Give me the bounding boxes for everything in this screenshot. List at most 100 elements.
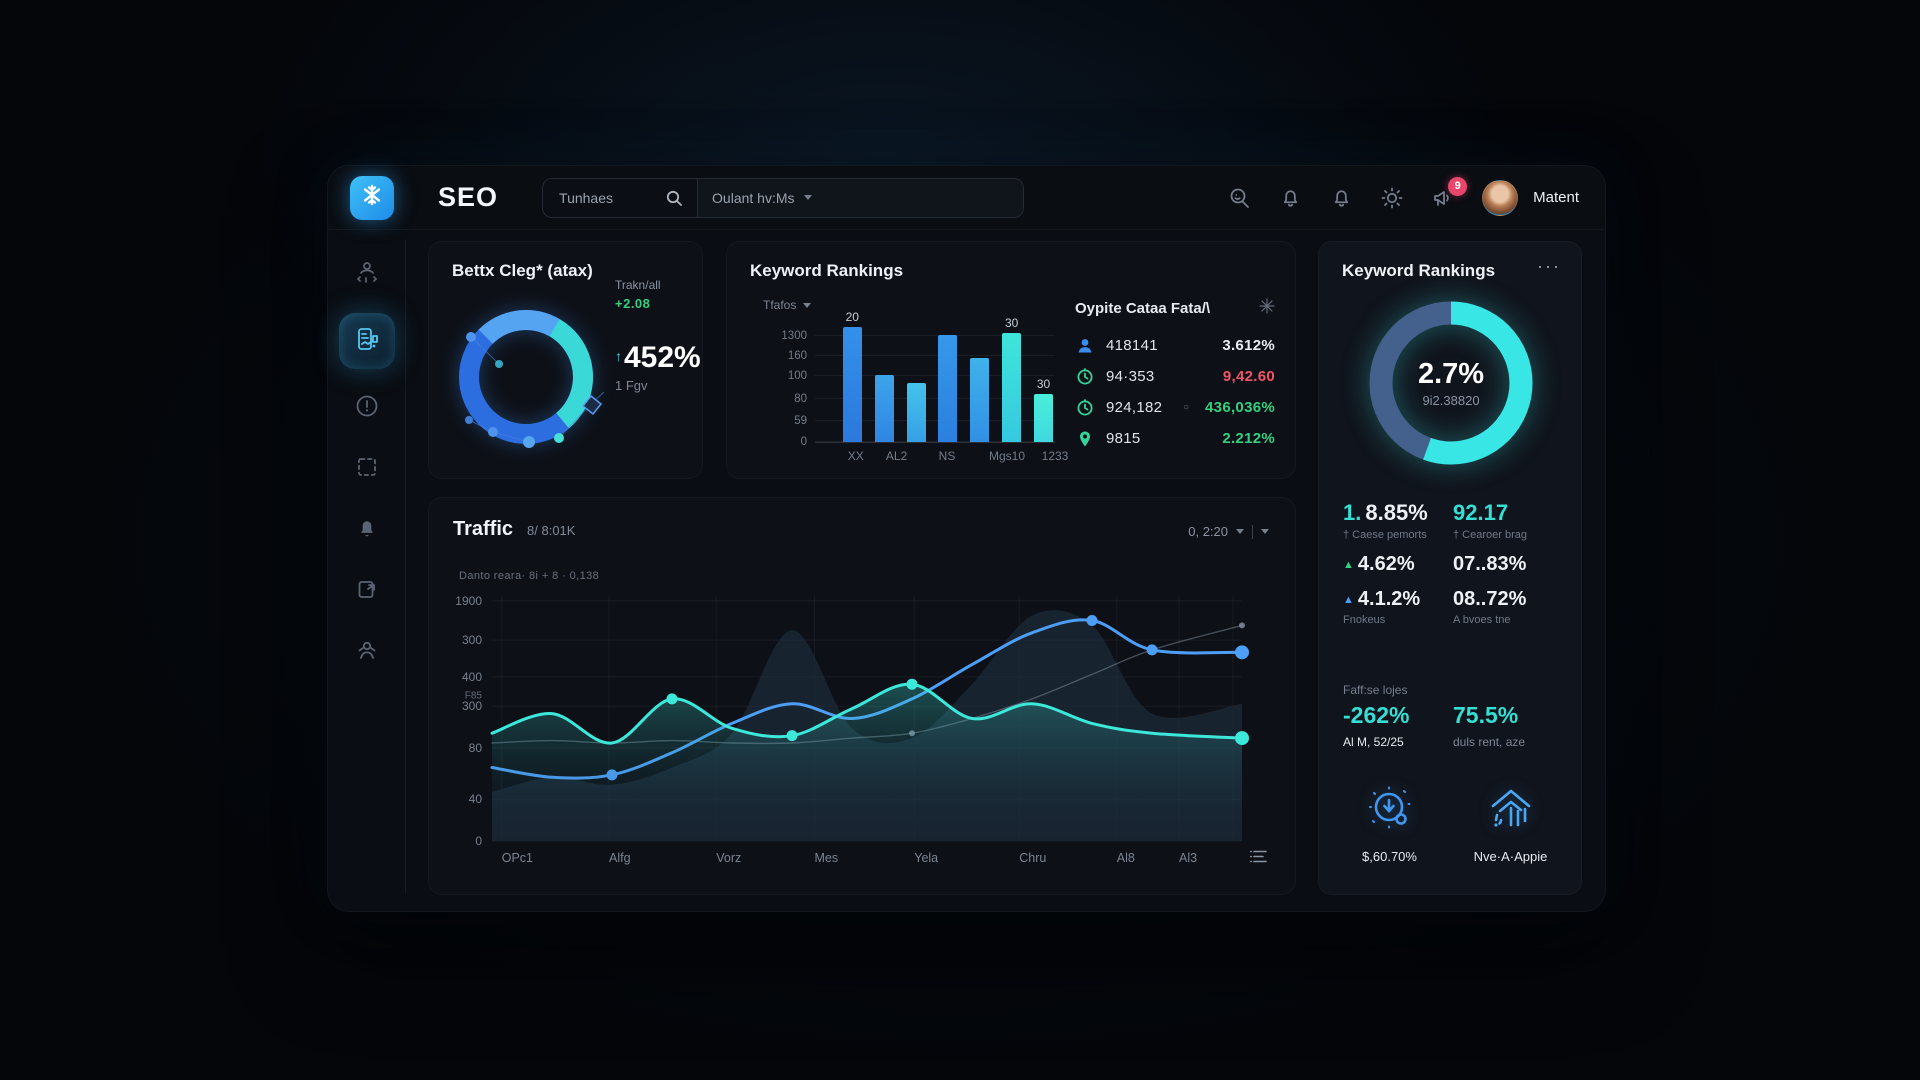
keyword-stats: Oypite Cataa Fata/\ 418141 3.612% 94·353 9,…: [1075, 298, 1275, 454]
settings-sun-icon[interactable]: [1380, 186, 1404, 210]
search-bar: Oulant hv:Ms: [542, 177, 1025, 218]
panel-action-download[interactable]: $,60.70%: [1329, 782, 1450, 864]
arrow-up-icon: ▲: [1343, 558, 1354, 571]
circle-download-icon: [1364, 782, 1416, 839]
panel-stat-4: 07..83%: [1453, 553, 1527, 575]
panel-title: Keyword Rankings: [1342, 261, 1496, 280]
bell-icon: [354, 515, 380, 546]
dashboard-window: SEO Oulant hv:Ms: [327, 165, 1606, 912]
user-name: Matent: [1533, 189, 1579, 206]
notification-badge: 9: [1448, 176, 1468, 196]
bar-1[interactable]: 20: [842, 310, 862, 442]
bell-icon-2[interactable]: [1329, 186, 1353, 210]
device-analytics-icon: [352, 324, 382, 359]
keyword-stat-row-1: 418141 3.612%: [1075, 330, 1275, 361]
arrow-up-icon: ↑: [615, 348, 622, 364]
megaphone-icon[interactable]: 9: [1431, 176, 1468, 210]
clock-icon: [1075, 398, 1095, 417]
page-title: SEO: [438, 182, 499, 212]
sidebar-item-profile[interactable]: [345, 630, 389, 674]
panel-stat-7: -262% Al M, 52/25: [1343, 702, 1410, 749]
traffic-chart: 1900 300 400 F85 300 80 40 0 OPc1 Alfg Vorz Mes Yel…: [455, 594, 1267, 865]
search-input[interactable]: [543, 189, 662, 206]
bar-chart-filter[interactable]: Tfafos: [763, 298, 812, 312]
avatar[interactable]: [1482, 179, 1519, 216]
beta-metric-delta: +2.08: [615, 296, 651, 311]
app-logo[interactable]: [350, 175, 394, 220]
chevron-down-icon: [1236, 529, 1244, 534]
team-settings-icon: [354, 259, 380, 290]
card-keyword-rankings: Keyword Rankings Tfafos 1300 160 100 80 59 0 …: [726, 241, 1296, 479]
bell-icon[interactable]: [1278, 186, 1302, 210]
traffic-subtitle: 8/ 8:01K: [527, 523, 576, 538]
bar-3[interactable]: [906, 382, 926, 442]
panel-stat-8: 75.5% duls rent, aze: [1453, 702, 1526, 749]
person-share-icon: [354, 637, 380, 668]
keyword-stats-header: Oypite Cataa Fata/\: [1075, 298, 1275, 318]
panel-section-grid: -262% Al M, 52/25 75.5% duls rent, aze: [1343, 702, 1563, 749]
pin-icon: [1075, 430, 1095, 448]
clock-icon: [1075, 367, 1095, 386]
sidebar-item-team-settings[interactable]: [345, 252, 389, 296]
traffic-range-value: 0, 2:20: [1188, 524, 1228, 539]
circle-marker-icon: ○: [1182, 402, 1190, 413]
sidebar: [328, 230, 406, 911]
beta-metric-value: ↑452%: [615, 341, 701, 374]
snowflake-icon: [360, 183, 384, 212]
keyword-stat-row-2: 94·353 9,42.60: [1075, 361, 1275, 392]
chevron-down-icon: [1261, 529, 1269, 534]
panel-donut-center: 2.7% 9i2.38820: [1366, 298, 1536, 468]
bar-6[interactable]: 30: [1002, 316, 1022, 442]
keyword-bar-area: Tfafos 1300 160 100 80 59 0 XX AL2 NS Mgs10 1233 …: [763, 298, 1069, 464]
search-icon[interactable]: [665, 189, 683, 207]
filter-dropdown[interactable]: Oulant hv:Ms: [697, 178, 1024, 217]
panel-keyword-rankings: Keyword Rankings ··· 2.7% 9i2.38820 1. 8.…: [1318, 241, 1582, 895]
keyword-stats-rows: 418141 3.612% 94·353 9,42.60 924,182 ○ 436,036…: [1075, 330, 1275, 454]
user-search-icon[interactable]: [1227, 186, 1251, 210]
card-traffic: Traffic 8/ 8:01K 0, 2:20 Danto reara· 8i…: [428, 497, 1296, 895]
beta-donut-chart: [451, 302, 605, 452]
chevron-down-icon: [803, 302, 812, 308]
beta-metric-sub: 1 Fgv: [615, 378, 648, 393]
panel-donut-chart: 2.7% 9i2.38820: [1366, 298, 1536, 468]
topbar: SEO Oulant hv:Ms: [328, 166, 1605, 230]
bar-4[interactable]: [938, 335, 958, 442]
panel-donut-sub: 9i2.38820: [1422, 393, 1480, 408]
selection-frame-icon: [354, 454, 380, 485]
bar-5[interactable]: [970, 358, 990, 442]
snowflake-icon[interactable]: [1259, 298, 1275, 318]
arrow-up-icon: ▲: [1343, 593, 1354, 606]
topbar-actions: 9 Matent: [1227, 176, 1579, 216]
filter-value: Oulant hv:Ms: [712, 189, 795, 206]
card-keyword-title: Keyword Rankings: [750, 261, 904, 280]
sidebar-item-selection[interactable]: [345, 447, 389, 491]
traffic-legend: Danto reara· 8i + 8 · 0,138: [459, 570, 600, 582]
beta-metric-label: Trakn/all: [615, 278, 661, 292]
panel-stats-grid: 1. 8.85% † Caese pemorts 92.17 † Cearoer …: [1343, 500, 1563, 634]
alert-circle-icon: [354, 393, 380, 424]
bar-2[interactable]: [874, 374, 894, 442]
panel-bottom-icons: $,60.70% Nve·A·Appie: [1329, 782, 1571, 864]
keyword-bar-chart: 1300 160 100 80 59 0 XX AL2 NS Mgs10 1233 20 30 30: [781, 310, 1069, 463]
traffic-range-dropdown[interactable]: 0, 2:20: [1188, 524, 1269, 539]
panel-stat-5: ▲ 4.1.2% Fnokeus: [1343, 588, 1421, 626]
panel-stat-6: 08..72% A bvoes tne: [1453, 588, 1527, 626]
panel-section-label: Faff:se lojes: [1343, 683, 1408, 697]
panel-stat-3: ▲ 4.62%: [1343, 553, 1415, 575]
panel-action-home[interactable]: Nve·A·Appie: [1450, 782, 1571, 864]
panel-donut-value: 2.7%: [1417, 358, 1485, 390]
chevron-down-icon: [803, 195, 812, 200]
panel-stat-1: 1. 8.85% † Caese pemorts: [1343, 500, 1428, 541]
sidebar-item-notifications[interactable]: [345, 508, 389, 552]
more-menu-icon[interactable]: ···: [1537, 256, 1561, 276]
bar-7[interactable]: 30: [1034, 377, 1053, 442]
panel-action-download-label: $,60.70%: [1362, 849, 1417, 864]
sidebar-item-alerts[interactable]: [345, 386, 389, 430]
clipboard-icon: [354, 576, 380, 607]
panel-stat-2: 92.17 † Cearoer brag: [1453, 500, 1527, 541]
card-beta-title: Bettx Cleg* (atax): [452, 261, 593, 280]
sidebar-item-analytics[interactable]: [339, 313, 395, 369]
sidebar-item-reports[interactable]: [345, 569, 389, 613]
traffic-title: Traffic: [453, 518, 514, 540]
traffic-header: Traffic 8/ 8:01K: [453, 518, 575, 541]
